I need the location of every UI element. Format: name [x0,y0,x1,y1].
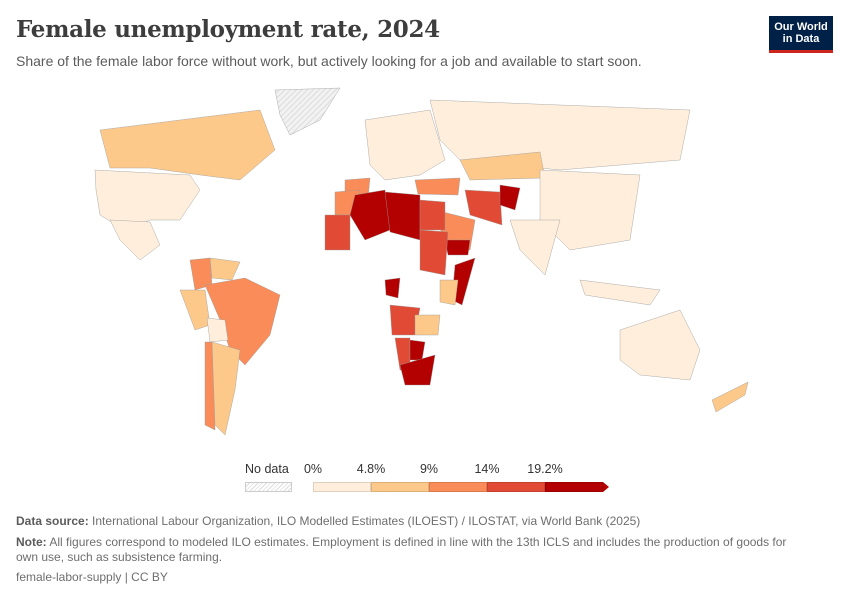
legend-bin-4[interactable] [545,482,603,492]
owid-logo[interactable]: Our World in Data [769,16,833,53]
data-source: Data source: International Labour Organi… [16,514,640,529]
country-greenland[interactable] [274,87,341,136]
country-peru[interactable] [179,289,211,331]
country-bolivia[interactable] [206,317,229,343]
legend-tick-label: 9% [419,462,439,476]
legend-bin-1[interactable] [371,482,429,492]
legend-tick-label: 14% [474,462,500,476]
legend-bin-0[interactable] [313,482,371,492]
legend-bin-3[interactable] [487,482,545,492]
country-sudan[interactable] [419,229,449,276]
country-iran[interactable] [464,189,503,226]
legend-tick-label: 0% [303,462,323,476]
legend-arrow-icon [603,482,609,492]
country-botswana[interactable] [409,339,426,361]
country-australia[interactable] [619,309,701,381]
logo-line-1: Our World [774,21,828,33]
country-united-states[interactable] [94,169,201,231]
country-canada[interactable] [99,109,276,181]
country-egypt[interactable] [419,199,446,231]
country-algeria[interactable] [349,189,391,241]
country-china[interactable] [539,169,641,251]
country-venezuela[interactable] [209,257,241,281]
country-south-africa[interactable] [399,354,436,386]
country-europe-most-[interactable] [364,109,446,181]
source-label: Data source: [16,514,89,528]
country-zambia[interactable] [414,314,441,336]
country-new-zealand[interactable] [711,381,749,413]
country-mexico[interactable] [109,219,161,261]
country-yemen[interactable] [444,239,471,256]
legend: No data 0% 4.8% 9% 14% 19.2% [240,462,620,498]
chart-subtitle: Share of the female labor force without … [16,53,642,69]
country-gabon[interactable] [384,277,401,299]
country-russia[interactable] [429,99,691,171]
note-text: All figures correspond to modeled ILO es… [16,535,787,564]
chart-title: Female unemployment rate, 2024 [16,16,440,43]
legend-no-data-swatch [245,482,292,492]
note-label: Note: [16,535,47,549]
country-india[interactable] [509,219,561,276]
country-chile[interactable] [204,341,216,431]
legend-tick-label: 19.2% [527,462,563,476]
legend-no-data-label: No data [245,462,289,476]
source-text[interactable]: International Labour Organization, ILO M… [92,514,641,528]
country-argentina[interactable] [211,341,241,436]
country-afghanistan[interactable] [499,184,521,211]
country-indonesia[interactable] [579,279,661,306]
legend-bin-2[interactable] [429,482,487,492]
country-turkey[interactable] [414,177,461,196]
world-map [94,87,749,436]
note: Note: All figures correspond to modeled … [16,535,806,565]
license[interactable]: female-labor-supply | CC BY [16,570,168,584]
legend-tick-label: 4.8% [356,462,386,476]
country-kenya[interactable] [439,279,459,306]
country-mauritania[interactable] [324,214,351,251]
logo-line-2: in Data [782,33,820,45]
country-libya[interactable] [384,191,421,241]
